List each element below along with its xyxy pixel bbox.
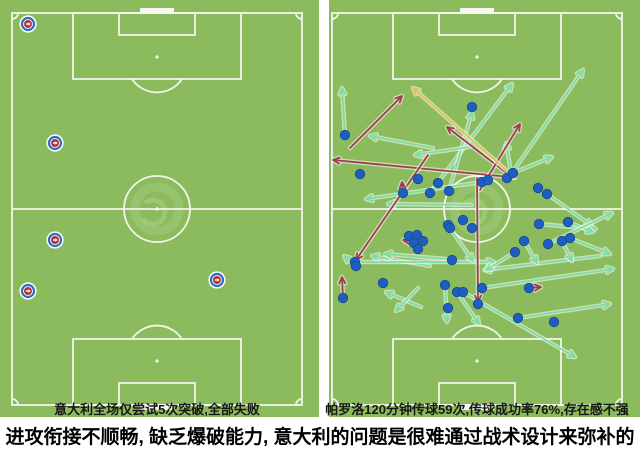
pass-origin-dot bbox=[354, 168, 366, 180]
pass-origin-dot bbox=[424, 187, 436, 199]
pass-arrow-fail bbox=[332, 156, 511, 178]
penalty-arc-top bbox=[451, 78, 503, 94]
corner-arc bbox=[615, 12, 623, 20]
pass-arrow-success bbox=[481, 266, 614, 289]
pass-origin-dot bbox=[562, 216, 574, 228]
pass-arrow-fail bbox=[446, 126, 514, 179]
penalty-arc-bottom bbox=[451, 324, 503, 340]
pass-origin-dot bbox=[523, 282, 535, 294]
pass-arrow-success bbox=[395, 287, 419, 312]
pass-origin-dot bbox=[466, 101, 478, 113]
left-pitch-caption: 意大利全场仅尝试5次突破,全部失败 bbox=[54, 402, 260, 417]
corner-arc bbox=[11, 12, 19, 20]
pass-origin-dot bbox=[444, 222, 456, 234]
goal-top bbox=[460, 8, 494, 13]
penalty-arc-bottom bbox=[131, 324, 183, 340]
centre-watermark bbox=[130, 182, 184, 236]
centre-circle bbox=[123, 175, 191, 243]
pass-origin-dot bbox=[377, 277, 389, 289]
headline-text: 进攻衔接不顺畅, 缺乏爆破能力, 意大利的问题是很难通过战术设计来弥补的 bbox=[5, 427, 635, 448]
pass-arrow-success bbox=[512, 155, 553, 174]
pass-origin-dot bbox=[482, 174, 494, 186]
pass-origin-dot bbox=[466, 222, 478, 234]
pass-origin-dot bbox=[548, 316, 560, 328]
pass-arrow-success bbox=[456, 291, 480, 325]
pass-origin-dot bbox=[541, 188, 553, 200]
centre-watermark-swirl bbox=[140, 197, 168, 227]
pass-origin-dot bbox=[443, 185, 455, 197]
pass-origin-dot bbox=[439, 279, 451, 291]
pass-origin-dot bbox=[512, 312, 524, 324]
pass-origin-dot bbox=[397, 187, 409, 199]
corner-arc bbox=[295, 12, 303, 20]
corner-arc bbox=[295, 398, 303, 406]
pass-arrow-key bbox=[412, 87, 516, 179]
pass-origin-dot bbox=[412, 243, 424, 255]
penalty-spot-bottom bbox=[155, 359, 159, 363]
failed-dribble-icon-tip bbox=[55, 238, 58, 242]
right-pitch-caption: 帕罗洛120分钟传球59次,传球成功率76%,存在感不强 bbox=[325, 402, 629, 417]
penalty-spot-bottom bbox=[475, 359, 479, 363]
pass-arrow-success bbox=[369, 133, 434, 149]
pass-arrow-success bbox=[449, 227, 474, 262]
corner-arc bbox=[331, 12, 339, 20]
pass-origin-dot bbox=[507, 167, 519, 179]
failed-dribble-icon-tip bbox=[217, 278, 220, 282]
pass-arrow-success bbox=[414, 146, 471, 158]
failed-dribble-icon-tip bbox=[28, 22, 31, 26]
pass-origin-dot bbox=[518, 235, 530, 247]
pass-origin-dot bbox=[472, 298, 484, 310]
pass-origin-dot bbox=[457, 214, 469, 226]
penalty-spot-top bbox=[475, 55, 479, 59]
pass-origin-dot bbox=[542, 238, 554, 250]
pass-arrow-success bbox=[485, 251, 516, 271]
pass-origin-dot bbox=[432, 177, 444, 189]
pass-origin-dot bbox=[337, 292, 349, 304]
pitch-canvas bbox=[0, 0, 640, 417]
corner-arc bbox=[331, 398, 339, 406]
pass-arrow-success bbox=[511, 69, 584, 174]
pass-arrow-success bbox=[384, 250, 447, 260]
pass-origin-dot bbox=[476, 282, 488, 294]
pass-origin-dot bbox=[412, 173, 424, 185]
corner-arc bbox=[615, 398, 623, 406]
goal-area-bottom bbox=[438, 382, 516, 406]
pass-arrow-success bbox=[365, 181, 483, 202]
corner-arc bbox=[11, 398, 19, 406]
pass-origin-dot bbox=[564, 232, 576, 244]
goal-area-top bbox=[438, 12, 516, 36]
pass-origin-dot bbox=[446, 254, 458, 266]
centre-spot bbox=[155, 207, 159, 211]
pass-origin-dot bbox=[457, 286, 469, 298]
pass-origin-dot bbox=[533, 218, 545, 230]
pass-arrow-fail bbox=[349, 95, 403, 149]
pass-origin-dot bbox=[532, 182, 544, 194]
pass-origin-dot bbox=[339, 129, 351, 141]
goal-top bbox=[140, 8, 174, 13]
goal-bottom bbox=[460, 405, 494, 410]
pass-origin-dot bbox=[442, 302, 454, 314]
goal-area-top bbox=[118, 12, 196, 36]
pass-origin-dot bbox=[509, 246, 521, 258]
centre-watermark-swirl bbox=[460, 197, 488, 227]
pass-arrow-success bbox=[569, 237, 611, 256]
goal-area-bottom bbox=[118, 382, 196, 406]
penalty-spot-top bbox=[155, 55, 159, 59]
failed-dribble-icon-tip bbox=[28, 289, 31, 293]
penalty-arc-top bbox=[131, 78, 183, 94]
pass-arrow-success bbox=[338, 87, 347, 136]
goal-bottom bbox=[140, 405, 174, 410]
pass-arrow-success bbox=[517, 301, 611, 319]
pass-origin-dot bbox=[350, 260, 362, 272]
pass-arrow-success bbox=[385, 290, 422, 308]
failed-dribble-icon-tip bbox=[55, 141, 58, 145]
